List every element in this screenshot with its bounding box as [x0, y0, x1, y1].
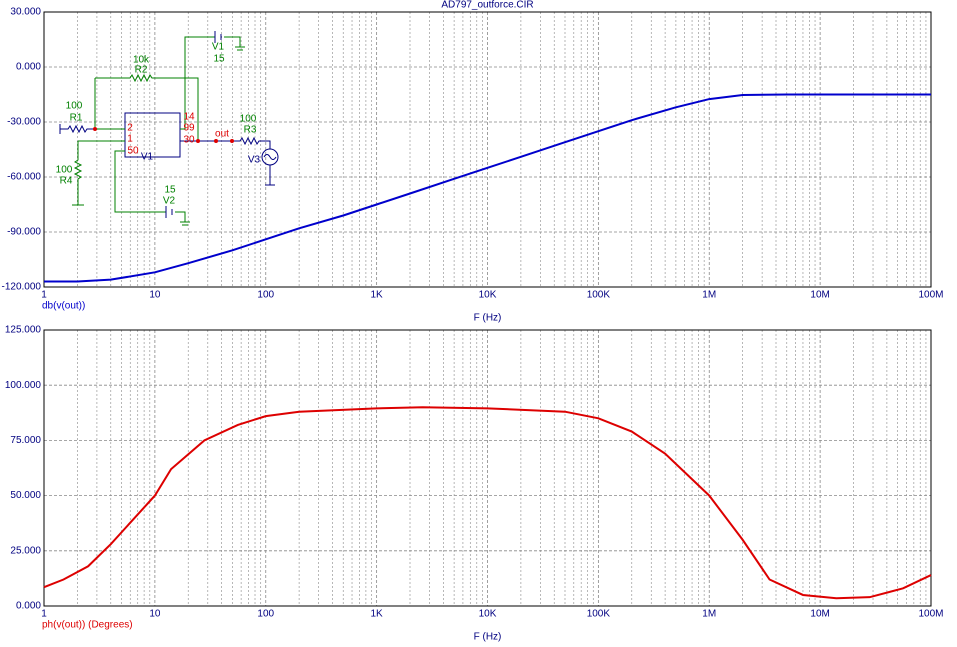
schematic-label: 50 [127, 146, 139, 157]
x-tick-label: 1K [371, 290, 384, 301]
schematic-label: V1 [141, 152, 154, 163]
schematic-label: 15 [213, 54, 225, 65]
x-tick-label: 1K [371, 609, 384, 620]
schematic-label: 99 [183, 123, 195, 134]
schematic-label: R4 [60, 176, 73, 187]
schematic-label: 1 [127, 134, 133, 145]
schematic-label: R3 [244, 125, 257, 136]
x-tick-label: 1 [41, 609, 47, 620]
schematic-label: 100 [66, 101, 83, 112]
x-tick-label: 1 [41, 290, 47, 301]
node [93, 127, 97, 131]
node [214, 139, 218, 143]
x-tick-label: 10 [149, 609, 161, 620]
x-tick-label: 1M [702, 290, 716, 301]
x-tick-label: 100M [918, 290, 943, 301]
x-tick-label: 10K [479, 290, 497, 301]
v1-wire [180, 36, 245, 130]
y-tick-label: 0.000 [16, 62, 41, 73]
x-axis-label: F (Hz) [474, 313, 502, 324]
x-axis-label: F (Hz) [474, 632, 502, 643]
y-tick-label: 25.000 [10, 545, 41, 556]
x-tick-label: 10M [810, 290, 829, 301]
y-tick-label: 50.000 [10, 490, 41, 501]
schematic-label: 100 [240, 114, 257, 125]
node [230, 139, 234, 143]
node [196, 139, 200, 143]
y-tick-label: 0.000 [16, 601, 41, 612]
v3 [261, 148, 279, 166]
opamp-box [124, 112, 181, 158]
x-tick-label: 100M [918, 609, 943, 620]
schematic-label: 15 [164, 185, 176, 196]
r3-wire [180, 136, 275, 186]
schematic-label: 2 [127, 123, 133, 134]
y-tick-label: 75.000 [10, 435, 41, 446]
schematic-label: out [215, 129, 229, 140]
v2-wire [114, 150, 190, 226]
y-tick-label: 100.000 [5, 380, 42, 391]
y-tick-label: -60.000 [7, 172, 41, 183]
battery [214, 31, 222, 43]
schematic-label: R1 [70, 113, 83, 124]
y-tick-label: -90.000 [7, 227, 41, 238]
chart-title: AD797_outforce.CIR [441, 0, 533, 11]
series-line [44, 93, 931, 283]
x-tick-label: 100K [587, 609, 611, 620]
schematic-label: V2 [163, 196, 176, 207]
legend-label: db(v(out)) [42, 301, 85, 312]
r4 [72, 140, 125, 206]
x-tick-label: 100K [587, 290, 611, 301]
x-tick-label: 10 [149, 290, 161, 301]
plot-frame [43, 11, 932, 288]
x-tick-label: 10K [479, 609, 497, 620]
y-tick-label: 30.000 [10, 7, 41, 18]
sine [263, 154, 277, 160]
schematic-label: 14 [183, 112, 195, 123]
x-tick-label: 10M [810, 609, 829, 620]
schematic-label: 30 [183, 135, 195, 146]
battery [165, 206, 173, 218]
schematic: 10kR2100R12150149930V1V115out100R3V3100R… [56, 31, 279, 226]
legend-label: ph(v(out)) (Degrees) [42, 620, 133, 631]
x-tick-label: 100 [257, 609, 274, 620]
schematic-label: 100 [56, 165, 73, 176]
schematic-label: V3 [248, 155, 261, 166]
r1 [59, 124, 95, 134]
schematic-label: 10k [133, 55, 150, 66]
x-tick-label: 100 [257, 290, 274, 301]
schematic-label: R2 [135, 65, 148, 76]
series-line [43, 406, 932, 600]
y-tick-label: 125.000 [5, 325, 42, 336]
x-tick-label: 1M [702, 609, 716, 620]
schematic-label: V1 [212, 42, 225, 53]
y-tick-label: -30.000 [7, 117, 41, 128]
y-tick-label: -120.000 [2, 282, 42, 293]
plot-frame [43, 329, 932, 607]
